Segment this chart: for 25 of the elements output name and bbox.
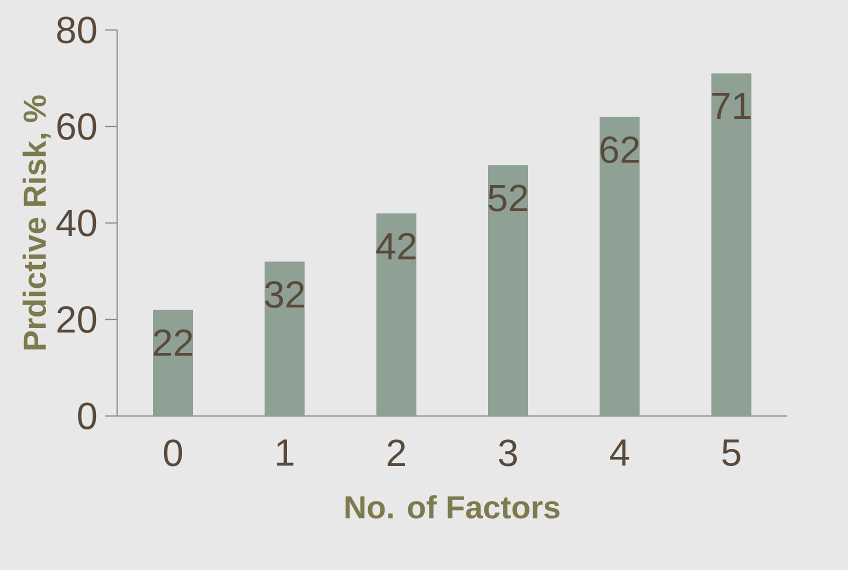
- bar: [600, 116, 640, 416]
- x-tick-label: 3: [498, 440, 517, 466]
- y-tick-label: 0: [78, 402, 96, 430]
- y-tick-label: 40: [56, 210, 96, 236]
- bar: [264, 262, 305, 416]
- data-label: 71: [712, 92, 751, 119]
- bar: [376, 213, 416, 416]
- x-tick-label: 1: [277, 440, 294, 466]
- data-label: 52: [488, 184, 528, 212]
- x-tick-label: 4: [610, 440, 630, 466]
- x-axis-title: No. of Factors: [346, 495, 560, 519]
- data-label: 32: [265, 281, 304, 308]
- data-label: 62: [600, 136, 639, 164]
- data-label: 42: [376, 232, 416, 260]
- x-tick-label: 2: [388, 440, 405, 466]
- y-tick-label: 60: [57, 113, 96, 140]
- y-tick-label: 80: [57, 16, 96, 44]
- x-tick-label: 5: [722, 440, 740, 466]
- y-axis-title: Prdictive Risk, %: [22, 95, 51, 350]
- bar: [711, 73, 752, 416]
- bar: [488, 165, 528, 416]
- bar: [153, 310, 193, 416]
- data-label: 22: [154, 329, 192, 356]
- x-tick-label: 0: [164, 440, 182, 466]
- y-tick-label: 20: [57, 306, 96, 333]
